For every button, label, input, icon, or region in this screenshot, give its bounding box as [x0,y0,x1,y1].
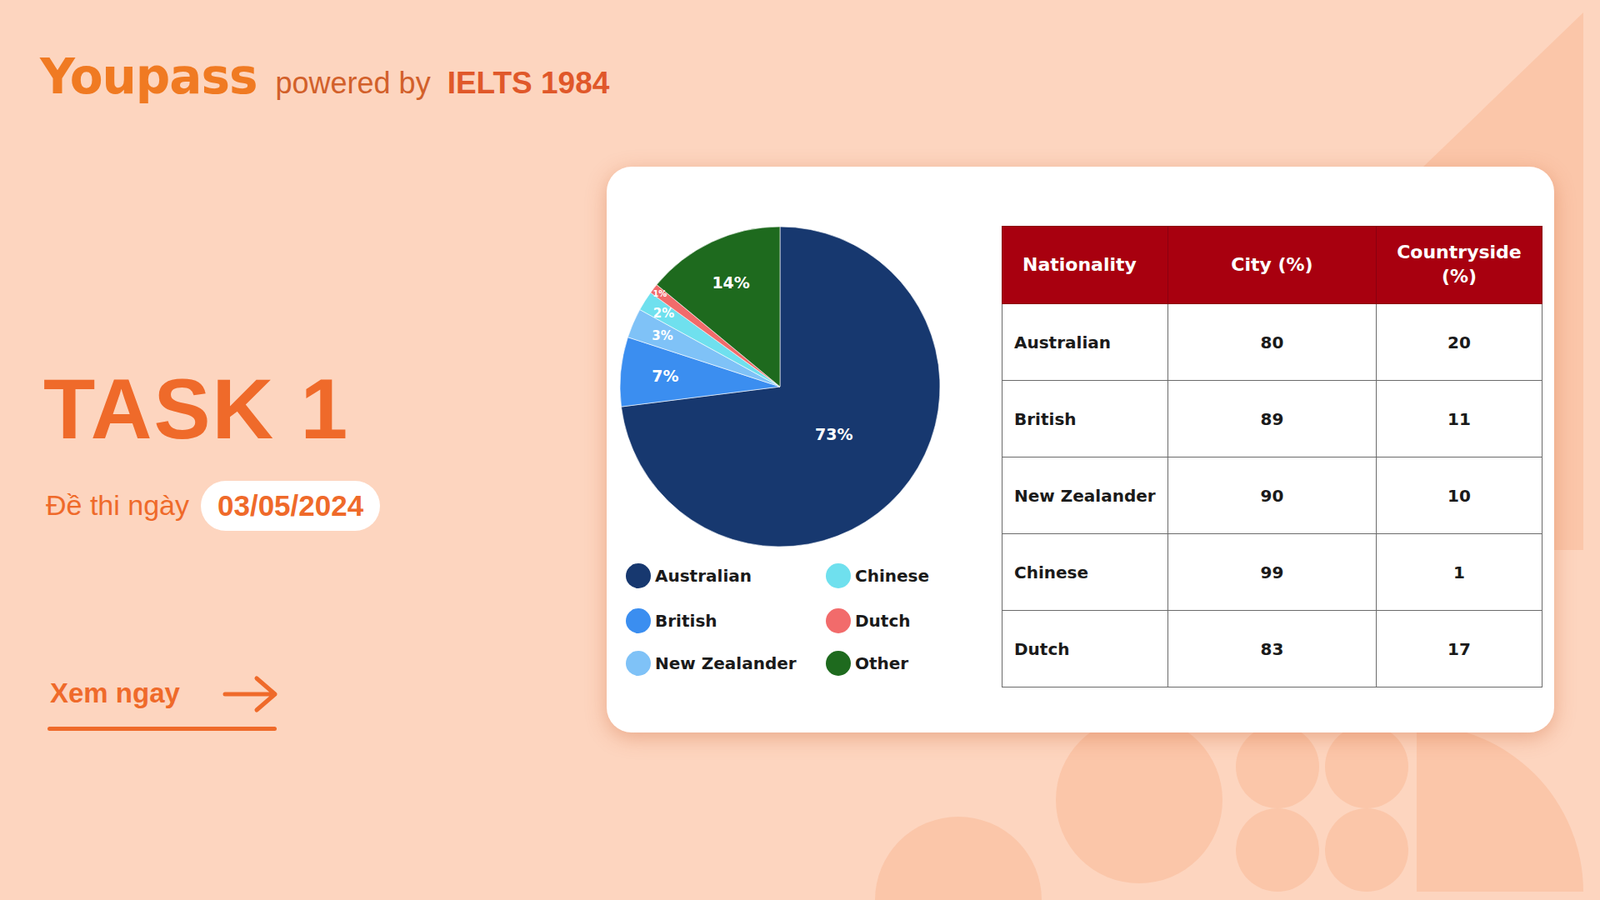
data-label: 14% [711,273,750,292]
partner: IELTS 1984 [447,65,610,101]
table-cell: 99 [1168,534,1377,611]
date-row: Đề thi ngày 03/05/2024 [45,478,380,533]
brand: Youpass [40,48,258,105]
powered-by: powered by [275,65,431,101]
table-row: Dutch8317 [1002,610,1543,688]
legend-swatch [825,563,851,589]
table-row: Australian8020 [1002,304,1543,381]
table-row: New Zealander9010 [1002,457,1543,535]
row-label: Chinese [1002,534,1169,611]
row-label: Dutch [1002,610,1169,688]
data-label: 7% [651,366,679,385]
pie-slice [656,226,780,387]
legend-swatch [625,563,651,589]
slice-labels: 73% 7% 3% 2% 1% 14% [651,273,853,444]
legend-swatch [825,608,851,634]
table-cell: 89 [1168,380,1377,458]
legend-label: British [655,610,718,631]
deco-circle [1235,725,1320,809]
deco-circle [1325,808,1409,892]
deco-triangle [1423,12,1584,167]
legend-label: Chinese [855,565,930,586]
date-label: Đề thi ngày [45,489,190,522]
data-label: 73% [815,425,853,444]
row-label: British [1002,380,1169,458]
table-cell: 83 [1168,610,1377,688]
legend-label: Other [855,653,909,674]
data-label: 2% [653,305,675,321]
legend-label: Dutch [855,610,911,631]
data-table: NationalityCity (%)Countryside (%)Austra… [1001,225,1543,688]
row-label: New Zealander [1002,457,1169,535]
slices [620,226,940,547]
deco-half-circle [875,816,1042,900]
legend-label: Australian [655,565,752,586]
deco-quarter [1416,725,1584,892]
table-cell: 20 [1376,304,1543,381]
date-pill: 03/05/2024 [200,480,380,531]
table-body: Australian8020British8911New Zealander90… [1002,304,1543,688]
table-row: British8911 [1002,380,1543,458]
cta-arrow [225,678,275,710]
table-cell: 10 [1376,457,1543,535]
deco-circle [1325,725,1409,809]
table-cell: 11 [1376,380,1543,458]
column-header: Countryside (%) [1376,226,1543,305]
deco-circle [1235,808,1320,892]
table-row: Chinese991 [1002,534,1543,611]
table-cell: 1 [1376,534,1543,611]
legend-swatch [625,608,651,634]
header: Youpass powered by IELTS 1984 [40,48,610,105]
card: 73%7%3%2%1%14%AustralianBritishNew Zeala… [606,166,1555,733]
table-head: NationalityCity (%)Countryside (%) [1002,226,1543,305]
deco-circle [1055,716,1223,884]
column-header: City (%) [1168,226,1377,305]
row-label: Australian [1002,304,1169,381]
column-header: Nationality [1002,226,1169,305]
table-cell: 90 [1168,457,1377,535]
table-cell: 17 [1376,610,1543,688]
legend: Australian British New Zealander Chinese Dut… [625,563,930,676]
table-cell: 80 [1168,304,1377,381]
data-label: 1% [652,289,667,299]
legend-label: New Zealander [655,653,797,674]
header-row: NationalityCity (%)Countryside (%) [1002,226,1543,305]
legend-swatch [825,650,851,676]
legend-swatch [625,650,651,676]
cta-underline [47,726,277,731]
data-label: 3% [651,328,673,344]
cta[interactable]: Xem ngay [50,676,180,710]
task-title: TASK 1 [43,366,350,452]
